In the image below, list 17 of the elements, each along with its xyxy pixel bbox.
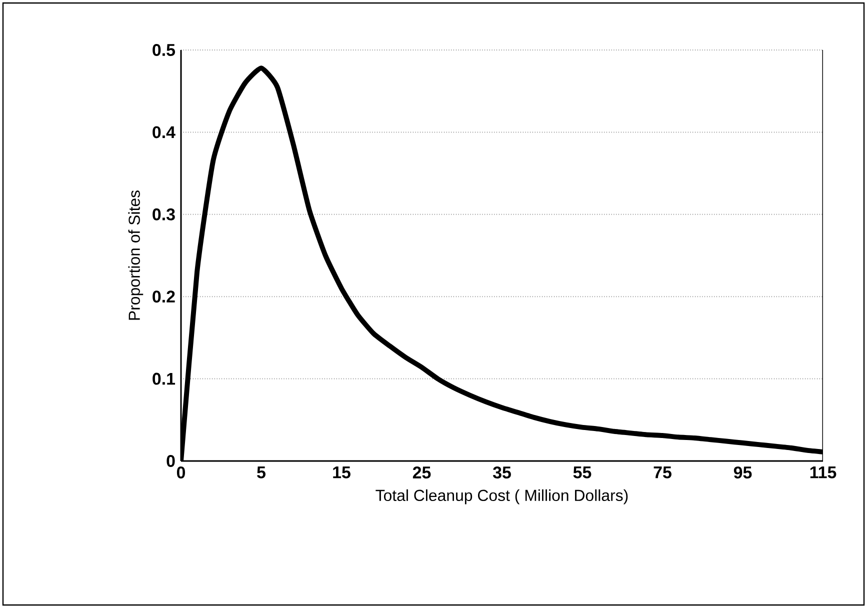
y-tick-label: 0.3 (152, 208, 175, 220)
x-tick-label: 75 (654, 466, 672, 478)
y-tick-label: 0.4 (152, 126, 176, 138)
x-tick-label: 35 (492, 466, 511, 479)
x-tick-label: 115 (810, 466, 836, 478)
x-tick-label: 0 (176, 466, 186, 479)
y-axis-title: Proportion of Sites (128, 190, 144, 320)
x-tick-label: 55 (573, 466, 592, 478)
x-tick-label: 15 (333, 466, 350, 478)
y-tick-label: 0.1 (152, 372, 176, 385)
y-tick-label: 0.2 (152, 290, 175, 303)
y-tick-label: 0.5 (152, 44, 176, 56)
y-tick-label: 0 (166, 455, 175, 467)
x-axis-title: Total Cleanup Cost ( Million Dollars) (376, 489, 628, 504)
x-tick-label: 5 (257, 466, 266, 478)
x-tick-label: 25 (412, 466, 431, 479)
x-tick-label: 95 (734, 466, 752, 479)
